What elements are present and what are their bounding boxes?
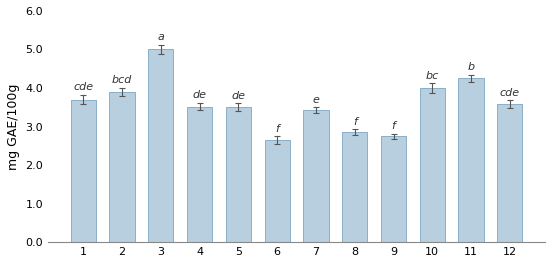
Bar <box>342 132 367 242</box>
Bar <box>187 107 212 242</box>
Text: bc: bc <box>426 71 439 81</box>
Bar <box>148 49 173 242</box>
Text: de: de <box>231 91 246 101</box>
Bar <box>381 136 406 242</box>
Bar <box>420 88 445 242</box>
Bar <box>226 107 251 242</box>
Text: cde: cde <box>73 82 93 92</box>
Text: a: a <box>157 32 164 42</box>
Bar <box>304 110 328 242</box>
Text: f: f <box>275 124 279 134</box>
Text: bcd: bcd <box>112 75 132 85</box>
Bar <box>264 140 290 242</box>
Y-axis label: mg GAE/100g: mg GAE/100g <box>7 83 20 170</box>
Bar <box>71 100 96 242</box>
Text: de: de <box>193 90 206 100</box>
Text: f: f <box>353 117 357 126</box>
Text: cde: cde <box>500 88 520 98</box>
Text: f: f <box>391 121 395 131</box>
Bar <box>497 104 522 242</box>
Text: b: b <box>468 62 475 72</box>
Bar <box>109 92 135 242</box>
Bar <box>459 78 484 242</box>
Text: e: e <box>312 95 320 105</box>
